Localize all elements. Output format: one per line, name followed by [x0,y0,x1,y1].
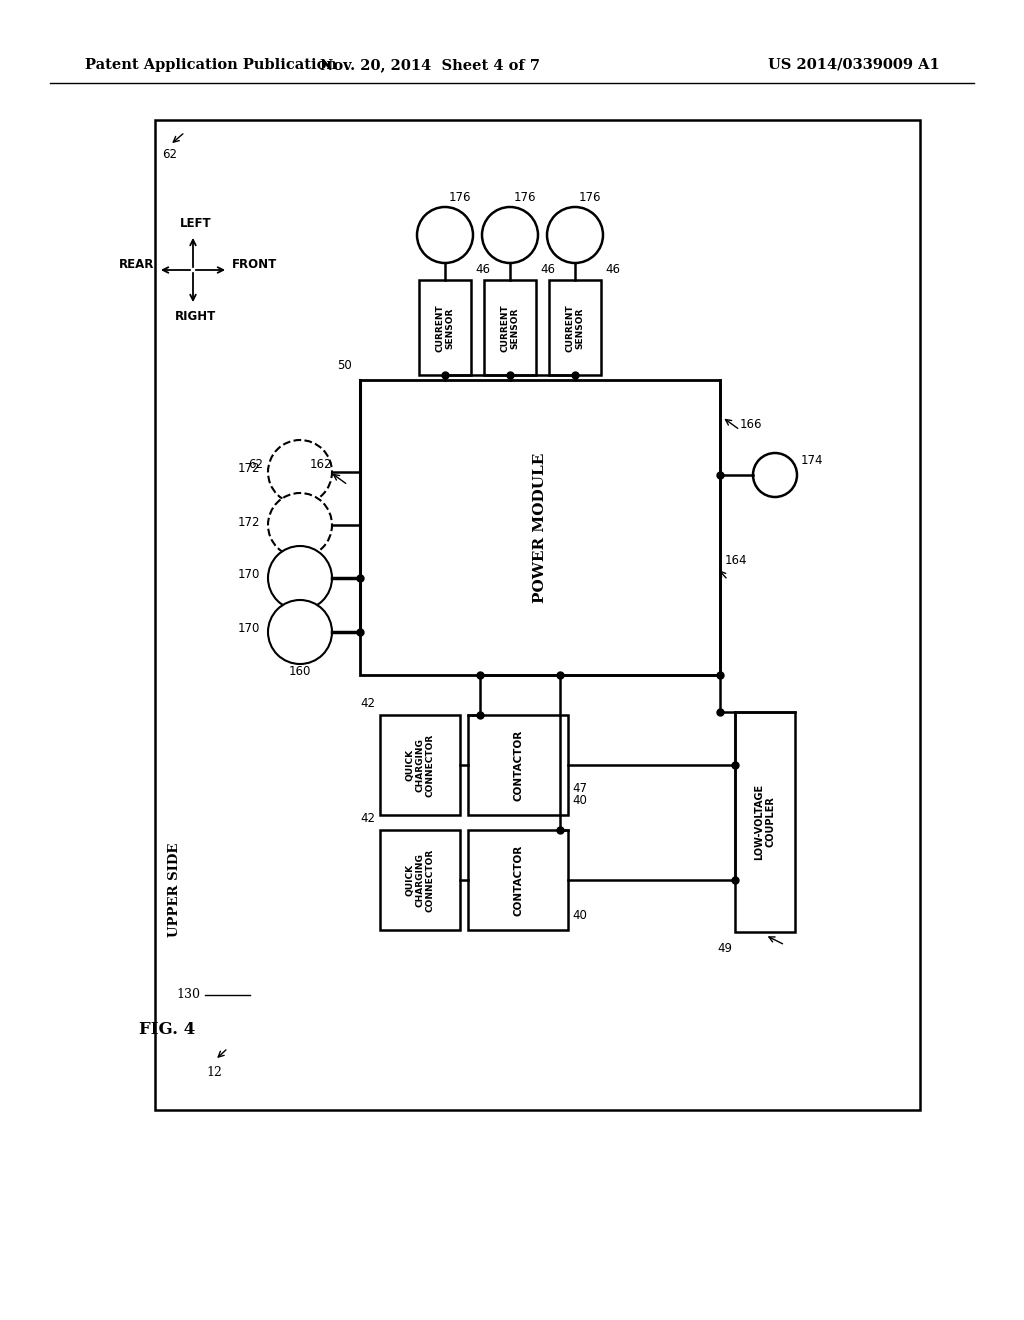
Circle shape [268,546,332,610]
Bar [360,380,720,675]
Text: 130: 130 [176,989,200,1002]
Text: Nov. 20, 2014  Sheet 4 of 7: Nov. 20, 2014 Sheet 4 of 7 [319,58,540,73]
Bar [735,711,795,932]
Text: QUICK
CHARGING
CONNECTOR: QUICK CHARGING CONNECTOR [406,849,435,912]
Circle shape [482,207,538,263]
Text: CONTACTOR: CONTACTOR [513,845,523,916]
Bar [419,280,471,375]
Circle shape [547,207,603,263]
Text: 160: 160 [289,665,311,678]
Bar [484,280,536,375]
Circle shape [268,601,332,664]
Text: 172: 172 [238,462,260,475]
Text: CURRENT
SENSOR: CURRENT SENSOR [565,304,585,352]
Bar [155,120,920,1110]
Text: 49: 49 [717,942,732,954]
Text: LEFT: LEFT [180,216,212,230]
Text: Patent Application Publication: Patent Application Publication [85,58,337,73]
Text: 62: 62 [162,149,177,161]
Text: 42: 42 [360,697,375,710]
Circle shape [417,207,473,263]
Circle shape [268,440,332,504]
Text: 46: 46 [540,263,555,276]
Text: 47: 47 [572,781,587,795]
Text: 170: 170 [238,623,260,635]
Text: 172: 172 [238,516,260,528]
Bar [468,715,568,814]
Text: 42: 42 [360,812,375,825]
Text: 62: 62 [248,458,263,471]
Text: 176: 176 [449,191,471,205]
Text: 40: 40 [572,909,587,921]
Text: REAR: REAR [119,259,154,272]
Bar [549,280,601,375]
Text: 164: 164 [725,553,748,566]
Text: QUICK
CHARGING
CONNECTOR: QUICK CHARGING CONNECTOR [406,734,435,797]
Text: CURRENT
SENSOR: CURRENT SENSOR [501,304,520,352]
Text: FRONT: FRONT [232,259,278,272]
Text: US 2014/0339009 A1: US 2014/0339009 A1 [768,58,940,73]
Text: 46: 46 [475,263,490,276]
Bar [380,715,460,814]
Bar [380,830,460,931]
Text: 12: 12 [206,1065,222,1078]
Text: CONTACTOR: CONTACTOR [513,730,523,801]
Text: 174: 174 [801,454,823,466]
Text: 166: 166 [740,418,763,432]
Text: 170: 170 [238,569,260,582]
Circle shape [268,492,332,557]
Text: POWER MODULE: POWER MODULE [534,453,547,603]
Text: 50: 50 [337,359,352,372]
Text: CURRENT
SENSOR: CURRENT SENSOR [435,304,455,352]
Text: 162: 162 [310,458,333,471]
Text: LOW-VOLTAGE
COUPLER: LOW-VOLTAGE COUPLER [755,784,776,861]
Text: FIG. 4: FIG. 4 [139,1022,196,1039]
Text: UPPER SIDE: UPPER SIDE [169,842,181,937]
Text: 176: 176 [514,191,537,205]
Circle shape [753,453,797,498]
Text: 176: 176 [579,191,601,205]
Bar [468,830,568,931]
Text: 46: 46 [605,263,620,276]
Text: 40: 40 [572,795,587,807]
Text: RIGHT: RIGHT [175,310,217,323]
